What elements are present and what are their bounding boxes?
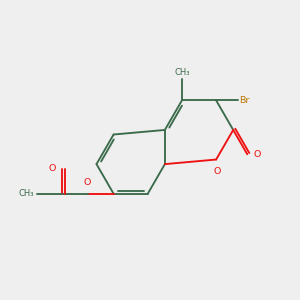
- Text: O: O: [254, 150, 261, 159]
- Text: CH₃: CH₃: [19, 189, 34, 198]
- Text: Br: Br: [239, 96, 250, 105]
- Text: O: O: [48, 164, 56, 173]
- Text: CH₃: CH₃: [174, 68, 190, 77]
- Text: O: O: [214, 167, 221, 176]
- Text: O: O: [83, 178, 91, 187]
